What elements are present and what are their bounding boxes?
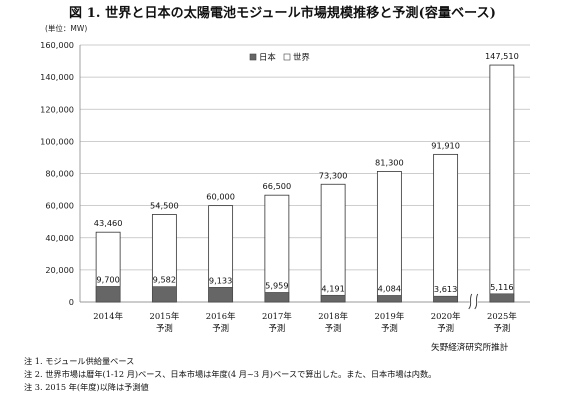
- data-label-world: 81,300: [375, 157, 404, 167]
- data-label-world: 73,300: [319, 170, 348, 180]
- legend-swatch-world: [283, 53, 291, 61]
- bar-world: [489, 64, 515, 303]
- data-label-japan: 4,191: [321, 283, 344, 293]
- legend-label-world: 世界: [293, 52, 310, 62]
- legend-swatch-japan: [249, 53, 257, 61]
- bar-world: [208, 205, 234, 303]
- axis-break-mark: [468, 293, 479, 310]
- y-tick-label: 20,000: [45, 265, 74, 275]
- bar-japan: [208, 287, 233, 303]
- unit-label: (単位：MW): [45, 24, 88, 33]
- data-label-japan: 9,582: [153, 275, 176, 285]
- data-labels: 43,460 9,700 54,500 9,582 60,000 9,133 66,500 5…: [94, 51, 519, 294]
- chart-title: 図 1. 世界と日本の太陽電池モジュール市場規模推移と予測(容量ベース): [69, 6, 496, 21]
- footnote-3: 注 3. 2015 年(年度)以降は予測値: [24, 382, 149, 393]
- y-tick-label: 80,000: [45, 169, 74, 179]
- axis-break-gap: [469, 294, 478, 310]
- footnote-2: 注 2. 世界市場は暦年(1-12 月)ベース、日本市場は年度(4 月~3 月)…: [24, 369, 437, 380]
- bar-world: [264, 194, 290, 303]
- x-tick-label: 予測: [325, 323, 342, 333]
- bar-series: [95, 64, 515, 303]
- x-tick-label: 予測: [437, 323, 454, 333]
- axis-break-line: [468, 293, 473, 310]
- x-tick-label: 2016年: [206, 311, 236, 321]
- bar-world: [376, 171, 402, 303]
- footnote-1: 注 1. モジュール供給量ベース: [24, 356, 135, 366]
- x-tick-label: 2017年: [262, 311, 292, 321]
- axis-break-line: [474, 293, 479, 310]
- data-label-japan: 4,084: [378, 283, 401, 293]
- x-tick-label: 2019年: [375, 311, 405, 321]
- y-tick-label: 0: [69, 297, 74, 307]
- y-tick-label: 120,000: [40, 104, 74, 114]
- footnotes: 注 1. モジュール供給量ベース 注 2. 世界市場は暦年(1-12 月)ベース…: [24, 355, 436, 395]
- grid-lines: [80, 44, 530, 303]
- bar-japan: [95, 286, 121, 303]
- bar-japan: [264, 292, 290, 303]
- x-tick-label: 予測: [269, 323, 286, 333]
- data-label-japan: 9,700: [96, 274, 119, 284]
- data-label-japan: 9,133: [209, 275, 232, 285]
- legend: 日本 世界: [249, 52, 310, 62]
- data-label-world: 91,910: [431, 140, 460, 150]
- x-tick-label: 予測: [381, 323, 398, 333]
- x-tick-label: 2025年: [487, 311, 517, 321]
- x-tick-label: 2020年: [431, 311, 461, 321]
- bar-world: [320, 183, 346, 303]
- data-label-japan: 5,959: [265, 280, 288, 290]
- data-label-world: 43,460: [94, 218, 123, 228]
- data-label-world: 60,000: [206, 192, 235, 202]
- x-tick-label: 予測: [212, 323, 229, 333]
- legend-label-japan: 日本: [259, 52, 276, 62]
- bar-world: [433, 153, 459, 303]
- bar-japan: [152, 286, 177, 303]
- y-tick-label: 140,000: [40, 72, 74, 82]
- x-tick-label: 予測: [156, 323, 173, 333]
- bar-japan: [433, 295, 458, 303]
- data-label-world: 66,500: [263, 181, 292, 191]
- axes: 0 20,000 40,000 60,000 80,000 100,000 120,000 1…: [40, 40, 530, 333]
- y-tick-label: 160,000: [40, 40, 74, 50]
- x-tick-label: 2014年: [93, 311, 123, 321]
- bar-japan: [320, 294, 346, 303]
- bar-japan: [489, 293, 515, 303]
- x-tick-label: 2018年: [318, 311, 348, 321]
- data-label-japan: 5,116: [490, 282, 513, 292]
- data-label-world: 54,500: [150, 200, 179, 210]
- y-tick-label: 60,000: [45, 201, 74, 211]
- data-label-world: 147,510: [485, 51, 519, 61]
- data-label-japan: 3,613: [434, 284, 457, 294]
- source-note: 矢野経済研究所推計: [431, 343, 509, 353]
- x-tick-label: 2015年: [150, 311, 180, 321]
- x-tick-label: 予測: [494, 323, 511, 333]
- y-tick-label: 40,000: [45, 233, 74, 243]
- bar-japan: [377, 295, 402, 303]
- y-tick-label: 100,000: [40, 136, 74, 146]
